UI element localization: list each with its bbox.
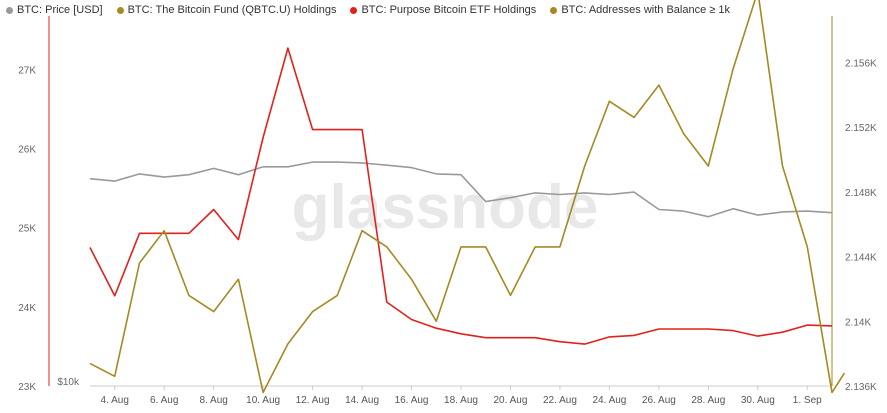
x-tick-label: 28. Aug	[691, 395, 725, 406]
x-tick-label: 24. Aug	[592, 395, 626, 406]
x-tick-label: 10. Aug	[246, 395, 280, 406]
legend-dot-icon	[350, 6, 358, 14]
legend-dot-icon	[116, 6, 124, 14]
x-tick-label: 20. Aug	[494, 395, 528, 406]
y-right-tick-label: 2.156K	[845, 58, 877, 69]
series-addresses-line	[89, 0, 846, 394]
y-left-tick-label: 27K	[18, 65, 36, 76]
series-purpose-etf-line	[89, 47, 833, 345]
legend-label: BTC: Addresses with Balance ≥ 1k	[561, 4, 730, 16]
y-left-tick-label: 23K	[18, 382, 36, 393]
legend-item-price[interactable]: BTC: Price [USD]	[6, 4, 103, 16]
axes: 23K 24K 25K 26K 27K $10k 2.136K 2.14K 2.144K 2.14…	[18, 16, 877, 406]
legend: BTC: Price [USD] BTC: The Bitcoin Fund (…	[6, 4, 730, 16]
legend-label: BTC: The Bitcoin Fund (QBTC.U) Holdings	[127, 4, 337, 16]
legend-label: BTC: Purpose Bitcoin ETF Holdings	[361, 4, 537, 16]
y-right-tick-label: 2.144K	[845, 253, 877, 264]
x-tick-label: 12. Aug	[296, 395, 330, 406]
legend-dot-icon	[550, 6, 558, 14]
y-right-tick-label: 2.148K	[845, 188, 877, 199]
y-left-tick-label: 24K	[18, 303, 36, 314]
legend-label: BTC: Price [USD]	[17, 4, 103, 16]
x-tick-label: 6. Aug	[150, 395, 178, 406]
x-tick-label: 16. Aug	[395, 395, 429, 406]
y-left-tick-label: 25K	[18, 224, 36, 235]
y-right-tick-label: 2.136K	[845, 382, 877, 393]
x-tick-label: 14. Aug	[345, 395, 379, 406]
series-price-line	[89, 161, 833, 218]
legend-item-addresses[interactable]: BTC: Addresses with Balance ≥ 1k	[550, 4, 730, 16]
x-tick-label: 26. Aug	[642, 395, 676, 406]
y-right-tick-label: 2.152K	[845, 123, 877, 134]
x-tick-label: 8. Aug	[199, 395, 227, 406]
series-layer	[89, 0, 846, 394]
x-tick-label: 30. Aug	[741, 395, 775, 406]
x-tick-label: 4. Aug	[101, 395, 129, 406]
legend-dot-icon	[6, 6, 13, 14]
legend-item-qbtc[interactable]: BTC: The Bitcoin Fund (QBTC.U) Holdings	[116, 4, 337, 16]
watermark: glassnode	[292, 173, 599, 242]
y-right-tick-label: 2.14K	[845, 317, 871, 328]
legend-item-purpose-etf[interactable]: BTC: Purpose Bitcoin ETF Holdings	[350, 4, 536, 16]
y-left-tick-label: 26K	[18, 145, 36, 156]
x-tick-label: 18. Aug	[444, 395, 478, 406]
x-tick-label: 1. Sep	[793, 395, 822, 406]
y-left-extra-label: $10k	[57, 377, 80, 388]
x-tick-label: 22. Aug	[543, 395, 577, 406]
